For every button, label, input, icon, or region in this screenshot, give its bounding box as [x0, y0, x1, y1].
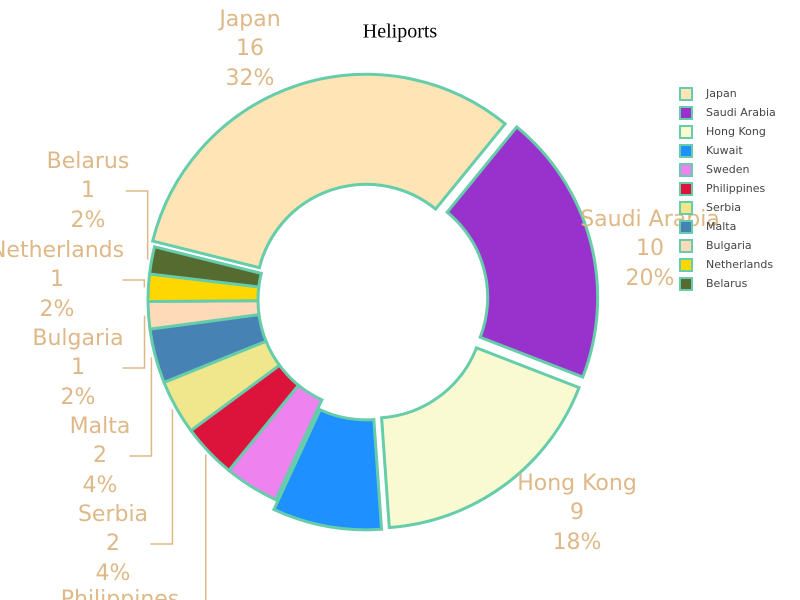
slice [380, 345, 581, 530]
legend-label: Sweden [706, 163, 749, 176]
slice-label-percent: 32% [226, 66, 275, 91]
legend-label: Serbia [706, 201, 741, 214]
slice-label-value: 2 [93, 443, 107, 468]
slice-label-name: Belarus [47, 149, 130, 174]
legend-label: Saudi Arabia [706, 106, 776, 119]
legend-label: Kuwait [706, 144, 743, 157]
legend-label: Hong Kong [706, 125, 766, 138]
legend-swatch [679, 106, 693, 120]
slice-label-name: Saudi Arabia [580, 207, 720, 232]
slice-label-name: Serbia [78, 502, 148, 527]
slice [445, 124, 600, 379]
legend-label: Malta [706, 220, 736, 233]
legend-swatch [679, 87, 693, 101]
slice-label-name: Malta [70, 414, 131, 439]
leader-line [150, 409, 174, 545]
legend-swatch [679, 258, 693, 272]
legend-swatch [679, 182, 693, 196]
slice-label-name: Hong Kong [517, 471, 637, 496]
leader-line [205, 454, 207, 600]
slice-label-value: 9 [570, 500, 584, 525]
slice-label-name: Bulgaria [32, 326, 123, 351]
leader-line [129, 357, 153, 457]
legend-swatch [679, 239, 693, 253]
legend-label: Philippines [706, 182, 766, 195]
legend-label: Japan [705, 87, 737, 100]
legend-label: Bulgaria [706, 239, 752, 252]
legend-swatch [679, 220, 693, 234]
leader-line [125, 190, 149, 260]
leader-line [122, 279, 146, 288]
slice-label-percent: 2% [71, 208, 106, 233]
legend-swatch [679, 277, 693, 291]
slice-label-percent: 2% [40, 297, 75, 322]
slice-label-name: Philippines [61, 587, 180, 600]
slice [147, 244, 264, 289]
slice-label-name: Netherlands [0, 238, 124, 263]
slice-label-name: Japan [217, 7, 280, 32]
slice [150, 72, 508, 270]
legend-swatch [679, 163, 693, 177]
slice-label-value: 1 [71, 355, 85, 380]
slice-label-percent: 4% [96, 561, 131, 586]
legend-swatch [679, 125, 693, 139]
legend-swatch [679, 144, 693, 158]
slice-label-value: 1 [81, 178, 95, 203]
legend-swatch [679, 201, 693, 215]
leader-line [122, 315, 146, 369]
slice-label-percent: 18% [553, 530, 602, 555]
slice-label-value: 10 [636, 236, 664, 261]
slice-label-value: 16 [236, 36, 264, 61]
slice [271, 407, 384, 532]
chart-title: Heliports [363, 21, 438, 43]
slice-label-value: 1 [50, 267, 64, 292]
slice-label-percent: 2% [61, 385, 96, 410]
slice-label-percent: 20% [626, 266, 675, 291]
legend-label: Belarus [706, 277, 748, 290]
slice-label-value: 2 [106, 531, 120, 556]
slice-label-percent: 4% [83, 473, 118, 498]
legend-label: Netherlands [706, 258, 773, 271]
